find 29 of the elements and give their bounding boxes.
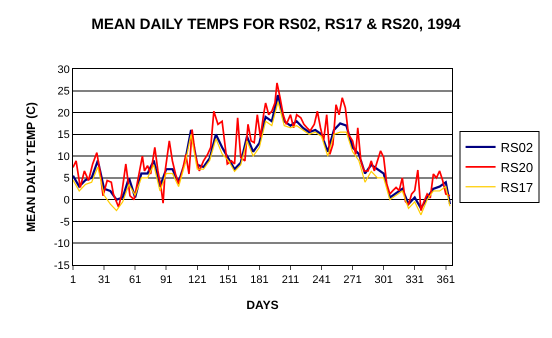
x-tick-label: 361	[436, 274, 455, 286]
legend-label: RS20	[500, 160, 534, 175]
y-tick-label: 15	[58, 129, 70, 142]
y-tick-label: 30	[58, 64, 70, 76]
x-tick-label: 241	[312, 274, 331, 286]
y-tick-label: 25	[58, 86, 70, 98]
y-tick-label: -15	[54, 260, 70, 272]
y-axis-title: MEAN DAILY TEMP (C)	[24, 102, 38, 232]
y-tick-label: -10	[54, 238, 70, 250]
x-tick-label: 61	[129, 274, 142, 286]
x-tick-label: 271	[343, 274, 362, 286]
y-tick-label: 10	[58, 150, 70, 163]
x-tick-label: 331	[406, 274, 424, 286]
legend-label: RS17	[500, 180, 534, 195]
x-tick-label: 1	[70, 274, 76, 286]
y-tick-label: 20	[58, 107, 70, 120]
x-tick-label: 121	[188, 274, 206, 286]
y-tick-label: 0	[64, 194, 70, 207]
x-tick-label: 211	[282, 274, 300, 286]
y-tick-label: 5	[64, 172, 70, 185]
x-tick-label: 181	[250, 274, 269, 286]
x-tick-label: 91	[160, 274, 172, 286]
x-tick-label: 301	[374, 274, 393, 286]
legend-label: RS02	[500, 140, 534, 156]
x-axis-title: DAYS	[246, 298, 279, 312]
x-tick-label: 151	[219, 274, 238, 286]
chart-title: MEAN DAILY TEMPS FOR RS02, RS17 & RS20, 1994	[91, 16, 462, 33]
y-tick-label: -5	[60, 216, 70, 228]
x-tick-label: 31	[98, 274, 110, 286]
